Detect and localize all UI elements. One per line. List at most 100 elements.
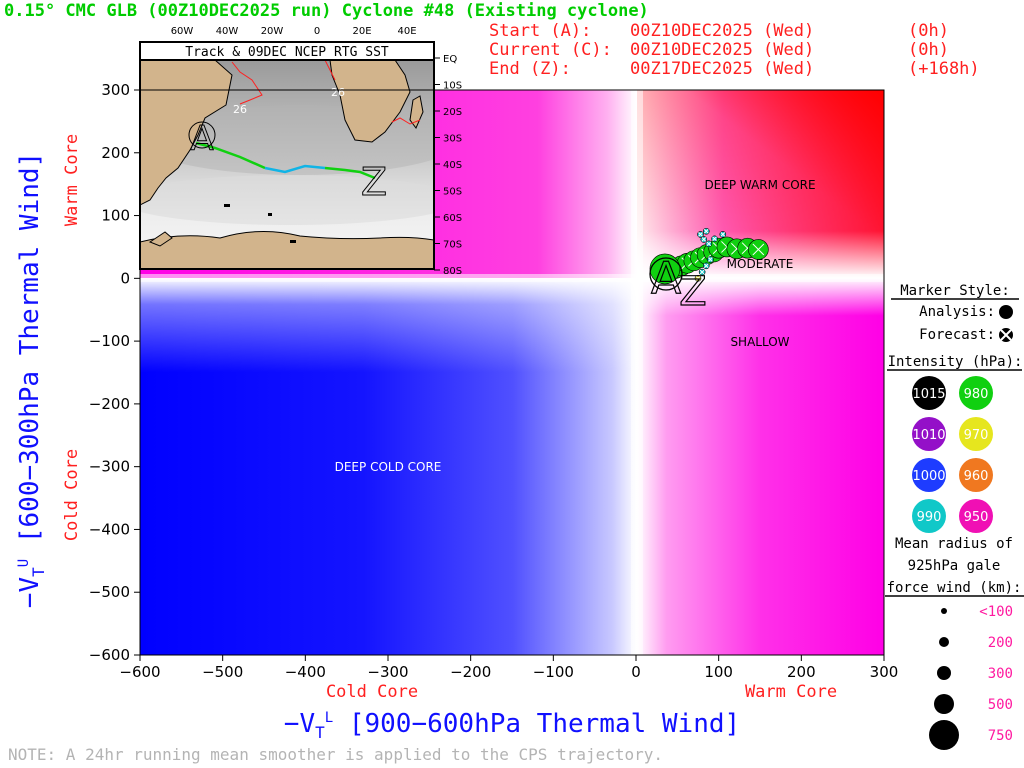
forecast-point (702, 227, 710, 235)
inset-lon-labels: 60W 40W 20W 0 20E 40E (171, 26, 417, 37)
inset-map: 26 26 A Z Track & 09DEC NCEP RTG SST 60W… (139, 26, 462, 277)
sst-26-contour-east (324, 60, 421, 125)
radius-legend-item: 500 (934, 694, 1013, 714)
inset-lon-label: 40E (397, 26, 416, 37)
forecast-point (705, 240, 713, 248)
inset-track-green-2 (324, 166, 376, 180)
forecast-point (719, 231, 727, 238)
inset-lon-label: 40W (216, 26, 239, 37)
intensity-legend: 1015 980 1010 970 1000 960 990 950 (912, 376, 993, 533)
current-label: Current (C): (489, 40, 612, 60)
intensity-legend-item: 1000 (912, 458, 946, 492)
end-marker-label: Z (679, 269, 706, 315)
legend-forecast-marker (999, 328, 1013, 342)
inset-lon-label: 0 (314, 26, 320, 37)
inset-lon-label: 20W (261, 26, 284, 37)
intensity-legend-label: 1000 (912, 469, 945, 484)
inset-lat-label: 80S (443, 266, 462, 277)
radius-legend: <100 200 300 500 750 (929, 604, 1013, 750)
legend-analysis-label: Analysis: (919, 304, 995, 320)
south-america-land (140, 60, 233, 206)
intensity-legend-label: 1010 (912, 428, 945, 443)
radius-legend-label: 300 (988, 666, 1013, 682)
legend-analysis-marker (999, 305, 1013, 319)
inset-lat-label: 40S (443, 160, 462, 171)
region-shallow: SHALLOW (730, 335, 789, 349)
cyclone-trajectory (649, 227, 769, 285)
radius-legend-label: 200 (988, 635, 1013, 651)
inset-lon-label: 20E (352, 26, 371, 37)
x-axis-warm-core-label: Warm Core (745, 682, 837, 702)
sst-26-contour (231, 61, 263, 105)
y-tick-label: −600 (89, 646, 130, 664)
forecast-point (698, 268, 706, 276)
x-tick-label: −500 (202, 663, 243, 681)
intensity-legend-item: 990 (912, 499, 946, 533)
x-tick-label: 0 (631, 663, 641, 681)
forecast-point (707, 256, 714, 263)
y-axis-ticks: 300 200 100 0 −100 −200 −300 −400 −500 −600 (89, 81, 140, 664)
footnote: NOTE: A 24hr running mean smoother is ap… (8, 745, 663, 764)
x-tick-label: −400 (285, 663, 326, 681)
intensity-legend-label: 1015 (912, 387, 945, 402)
inset-start-label: A (190, 119, 213, 159)
analysis-point (649, 253, 681, 285)
end-value: 00Z17DEC2025 (Wed) (630, 59, 814, 79)
intensity-legend-label: 970 (964, 428, 989, 443)
legend-radius-title-3: force wind (km): (887, 580, 1022, 596)
y-axis-title: −VTU [600−300hPa Thermal Wind] (15, 152, 48, 608)
sst-label-2: 26 (331, 86, 345, 99)
chart-title: 0.15° CMC GLB (00Z10DEC2025 run) Cyclone… (4, 1, 649, 21)
x-tick-label: −300 (367, 663, 408, 681)
radius-legend-item: <100 (941, 604, 1013, 620)
radius-legend-label: 750 (988, 728, 1013, 744)
forecast-point (697, 231, 704, 238)
africa-land (329, 60, 411, 143)
antarctic-peninsula (148, 231, 173, 247)
legend-radius-title-2: 925hPa gale (908, 558, 1001, 574)
plot-frame (139, 89, 885, 656)
inset-end-label: Z (361, 160, 387, 204)
forecast-point (700, 236, 708, 243)
forecast-point (694, 275, 702, 282)
x-tick-label: −600 (119, 663, 160, 681)
inset-lat-label: EQ (443, 54, 457, 65)
intensity-legend-label: 990 (917, 510, 942, 525)
intensity-legend-item: 980 (959, 376, 993, 410)
forecast-point (702, 262, 710, 270)
inset-lat-label: 70S (443, 240, 462, 251)
y-tick-label: −400 (89, 520, 130, 538)
y-tick-label: −200 (89, 395, 130, 413)
run-info: Start (A): 00Z10DEC2025 (Wed) (0h) Curre… (489, 21, 980, 79)
start-offset: (0h) (908, 21, 949, 41)
current-offset: (0h) (908, 40, 949, 60)
inset-title-box (139, 41, 435, 61)
x-tick-label: 300 (870, 663, 899, 681)
intensity-legend-item: 1010 (912, 417, 946, 451)
radius-legend-label: <100 (979, 604, 1013, 620)
start-marker-label: A (651, 253, 681, 304)
forecast-point (711, 235, 718, 243)
y-tick-label: 100 (101, 207, 130, 225)
y-axis-warm-core-label: Warm Core (62, 134, 82, 226)
x-tick-label: 100 (704, 663, 733, 681)
start-marker: A (649, 252, 683, 305)
forecast-point (748, 239, 769, 260)
inset-lat-label: 50S (443, 187, 462, 198)
antarctica-land (140, 231, 434, 269)
radius-legend-item: 750 (929, 720, 1013, 750)
sst-label-1: 26 (233, 103, 247, 116)
legend-intensity-title: Intensity (hPa): (888, 354, 1023, 370)
inset-lat-labels: EQ 10S 20S 30S 40S 50S 60S 70S 80S (434, 54, 462, 277)
intensity-legend-item: 1015 (912, 376, 946, 410)
y-tick-label: −100 (89, 332, 130, 350)
region-moderate: MODERATE (727, 257, 794, 271)
inset-lat-label: 10S (443, 81, 462, 92)
y-tick-label: −300 (89, 458, 130, 476)
inset-lat-label: 20S (443, 107, 462, 118)
intensity-legend-label: 960 (964, 469, 989, 484)
inset-lat-label: 60S (443, 213, 462, 224)
y-tick-label: 300 (101, 81, 130, 99)
legend-radius-title-1: Mean radius of (895, 536, 1013, 552)
